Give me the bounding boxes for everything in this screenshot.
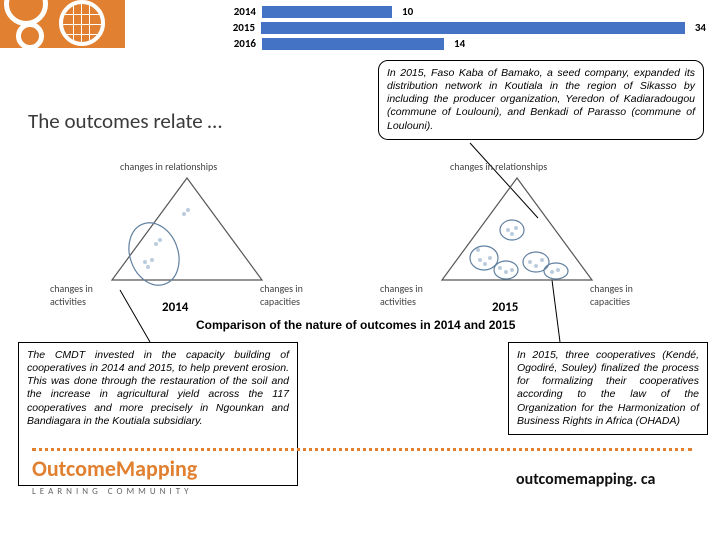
- bar: [262, 38, 444, 50]
- box-right: In 2015, three cooperatives (Kendé, Ogod…: [508, 342, 708, 435]
- brand-divider: [32, 448, 692, 451]
- brand-url: outcomemapping. ca: [516, 470, 655, 489]
- bar-year: 2015: [226, 21, 261, 34]
- bar: [261, 22, 685, 34]
- brand-word1: Outcome: [32, 455, 116, 482]
- comparison-triangles: changes in relationships changes inactiv…: [50, 160, 670, 340]
- year-label: 2014: [162, 300, 188, 315]
- heading: The outcomes relate …: [28, 108, 222, 134]
- brand-tagline: LEARNING COMMUNITY: [32, 486, 192, 497]
- bar-year: 2014: [226, 5, 262, 18]
- bar-value: 10: [402, 5, 413, 18]
- brand-word2: Mapping: [116, 455, 197, 482]
- bar-row: 2015 34: [226, 20, 706, 35]
- bar-year: 2016: [226, 37, 262, 50]
- comparison-caption: Comparison of the nature of outcomes in …: [196, 318, 515, 332]
- label-bottom-left: changes inactivities: [380, 282, 423, 308]
- logo-arcs-icon: [0, 0, 55, 48]
- logo: [0, 0, 125, 48]
- year-label: 2015: [492, 300, 518, 315]
- bar-row: 2016 14: [226, 36, 706, 51]
- bar-value: 14: [454, 37, 465, 50]
- callout-top: In 2015, Faso Kaba of Bamako, a seed com…: [378, 60, 704, 140]
- logo-globe-icon: [55, 0, 115, 48]
- brand-title: OutcomeMapping: [32, 455, 197, 482]
- bar-value: 34: [695, 21, 706, 34]
- year-bar-chart: 2014 10 2015 34 2016 14: [226, 4, 706, 52]
- bar-row: 2014 10: [226, 4, 706, 19]
- triangle-svg: [430, 172, 605, 292]
- bar: [262, 6, 392, 18]
- label-bottom-left: changes inactivities: [50, 282, 93, 308]
- triangle-svg: [100, 172, 275, 292]
